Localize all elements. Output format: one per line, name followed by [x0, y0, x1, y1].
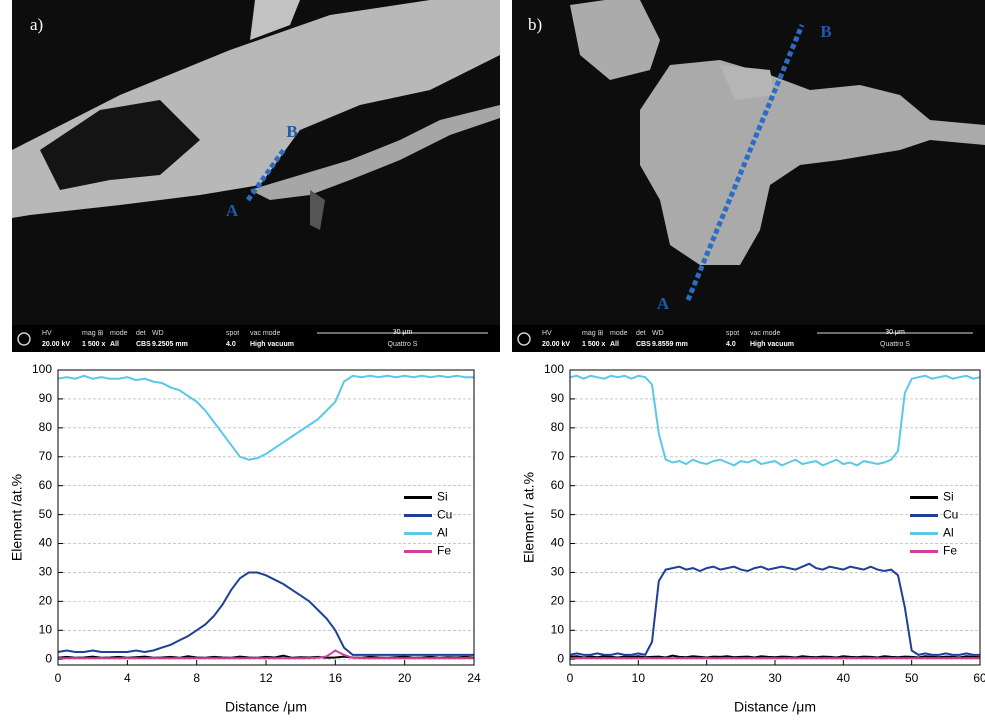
data-line — [58, 376, 474, 460]
x-tick-label: 50 — [905, 671, 919, 685]
x-tick-label: 20 — [398, 671, 412, 685]
info-value: High vacuum — [250, 341, 294, 348]
x-axis-title: Distance /μm — [734, 699, 816, 715]
instrument: Quattro S — [388, 341, 418, 348]
info-label: mag ⊞ — [582, 330, 604, 337]
y-tick-label: 70 — [551, 449, 565, 463]
y-tick-label: 60 — [551, 478, 565, 492]
x-tick-label: 24 — [467, 671, 481, 685]
x-tick-label: 8 — [193, 671, 200, 685]
sem-image-b — [512, 0, 985, 352]
info-value: All — [110, 341, 119, 348]
legend-label: Al — [943, 526, 954, 540]
panel-label: b) — [528, 15, 542, 34]
x-tick-label: 4 — [124, 671, 131, 685]
y-tick-label: 50 — [39, 507, 53, 521]
y-tick-label: 20 — [39, 594, 53, 608]
y-tick-label: 40 — [39, 536, 53, 550]
legend-label: Fe — [943, 544, 957, 558]
info-value: CBS — [636, 341, 651, 348]
panel-label: a) — [30, 15, 43, 34]
info-value: 1 500 x — [82, 341, 105, 348]
y-tick-label: 30 — [551, 565, 565, 579]
info-value: 20.00 kV — [542, 341, 570, 348]
x-tick-label: 0 — [567, 671, 574, 685]
x-tick-label: 16 — [329, 671, 343, 685]
info-label: mag ⊞ — [82, 330, 104, 337]
info-label: WD — [652, 330, 664, 337]
info-value: 1 500 x — [582, 341, 605, 348]
info-label: vac mode — [750, 330, 780, 337]
info-value: 4.0 — [226, 341, 236, 348]
legend-label: Fe — [437, 544, 451, 558]
x-tick-label: 0 — [55, 671, 62, 685]
scale-label: 30 μm — [885, 329, 905, 336]
legend-label: Cu — [437, 508, 452, 522]
info-label: det — [636, 330, 646, 337]
y-tick-label: 20 — [551, 594, 565, 608]
plot-frame — [58, 370, 474, 665]
legend-label: Cu — [943, 508, 958, 522]
info-value: 9.2505 mm — [152, 341, 188, 348]
sem-image-a — [12, 0, 500, 352]
y-tick-label: 10 — [39, 622, 53, 636]
legend-label: Si — [437, 490, 448, 504]
plot-frame — [570, 370, 980, 665]
start-label: A — [657, 294, 670, 313]
info-value: 20.00 kV — [42, 341, 70, 348]
y-tick-label: 60 — [39, 478, 53, 492]
y-tick-label: 10 — [551, 622, 565, 636]
x-tick-label: 40 — [837, 671, 851, 685]
y-tick-label: 90 — [39, 391, 53, 405]
y-tick-label: 90 — [551, 391, 565, 405]
y-tick-label: 0 — [45, 651, 52, 665]
data-line — [570, 376, 980, 466]
info-label: HV — [42, 330, 52, 337]
end-label: B — [820, 22, 831, 41]
x-tick-label: 20 — [700, 671, 714, 685]
y-tick-label: 70 — [39, 449, 53, 463]
info-label: WD — [152, 330, 164, 337]
figure: 010203040506070809010004812162024Distanc… — [0, 0, 985, 720]
info-value: High vacuum — [750, 341, 794, 348]
x-tick-label: 60 — [973, 671, 985, 685]
x-tick-label: 30 — [768, 671, 782, 685]
end-label: B — [286, 122, 297, 141]
y-tick-label: 100 — [32, 362, 52, 376]
data-line — [570, 656, 980, 658]
info-value: 4.0 — [726, 341, 736, 348]
info-label: spot — [226, 330, 239, 337]
data-line — [58, 573, 474, 655]
info-label: det — [136, 330, 146, 337]
info-label: spot — [726, 330, 739, 337]
info-label: mode — [110, 330, 128, 337]
y-tick-label: 30 — [39, 565, 53, 579]
y-tick-label: 80 — [39, 420, 53, 434]
y-tick-label: 100 — [544, 362, 564, 376]
x-tick-label: 10 — [632, 671, 646, 685]
info-value: All — [610, 341, 619, 348]
start-label: A — [226, 201, 239, 220]
y-tick-label: 40 — [551, 536, 565, 550]
x-axis-title: Distance /μm — [225, 699, 307, 715]
info-label: mode — [610, 330, 628, 337]
info-label: vac mode — [250, 330, 280, 337]
y-tick-label: 50 — [551, 507, 565, 521]
y-tick-label: 0 — [557, 651, 564, 665]
instrument: Quattro S — [880, 341, 910, 348]
y-axis-title: Element /at.% — [9, 474, 25, 561]
legend-label: Si — [943, 490, 954, 504]
data-line — [570, 564, 980, 655]
scale-label: 30 μm — [393, 329, 413, 336]
info-label: HV — [542, 330, 552, 337]
y-tick-label: 80 — [551, 420, 565, 434]
y-axis-title: Element / at.% — [521, 472, 537, 563]
info-value: CBS — [136, 341, 151, 348]
legend-label: Al — [437, 526, 448, 540]
x-tick-label: 12 — [259, 671, 273, 685]
info-value: 9.8559 mm — [652, 341, 688, 348]
